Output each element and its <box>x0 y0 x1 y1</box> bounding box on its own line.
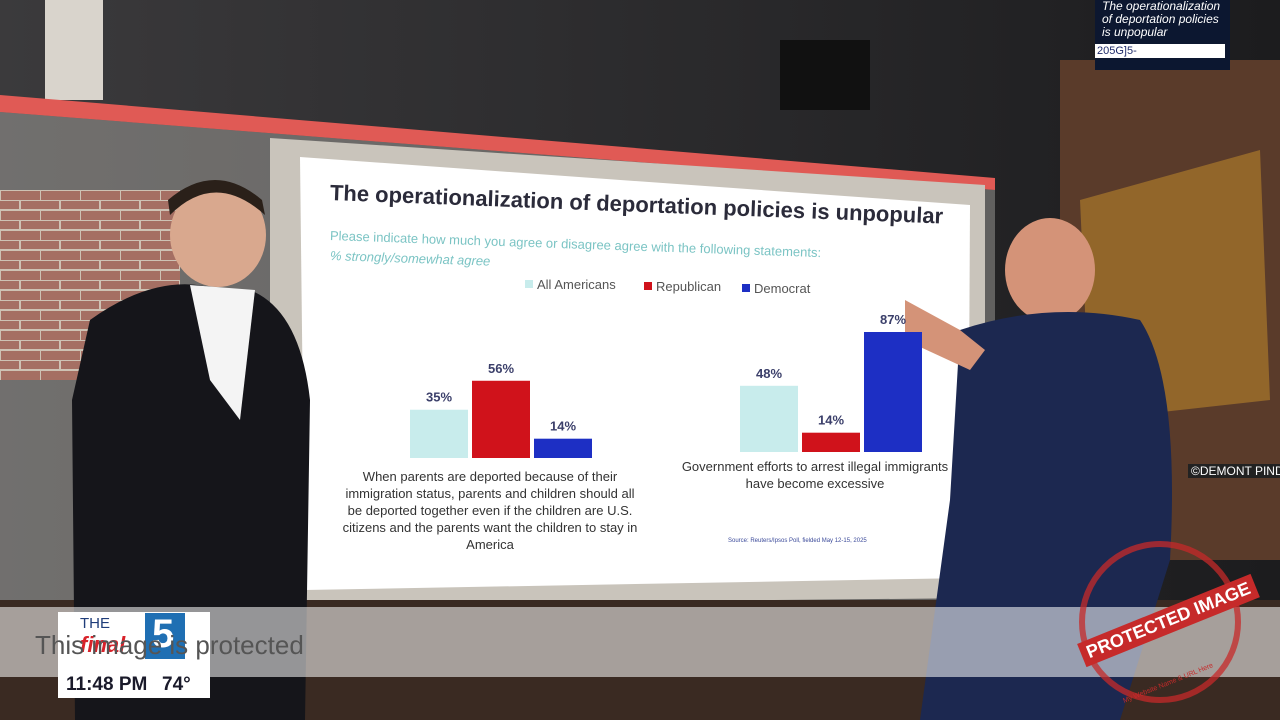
category-label: Government efforts to arrest illegal imm… <box>681 459 949 491</box>
category-label: When parents are deported because of the… <box>342 469 638 552</box>
value-label: 35% <box>426 390 452 405</box>
monitor-text: The operationalization of deportation po… <box>1102 0 1221 39</box>
legend-label: All Americans <box>537 277 616 292</box>
bar <box>740 385 798 452</box>
legend-label: Republican <box>656 279 721 294</box>
host2-hand <box>905 300 985 370</box>
value-label: 14% <box>818 413 844 428</box>
chart-source: Source: Reuters/Ipsos Poll, fielded May … <box>728 538 867 544</box>
bar <box>472 380 530 458</box>
host-head <box>170 183 266 287</box>
monitor-code: 205G]5- <box>1097 45 1137 57</box>
value-label: 48% <box>756 366 782 381</box>
clock-time: 11:48 PM <box>66 674 148 695</box>
bar <box>410 409 468 458</box>
bar <box>802 432 860 452</box>
legend-swatch <box>644 282 652 290</box>
value-label: 87% <box>880 312 906 327</box>
watermark-band <box>0 607 1280 677</box>
logo-five <box>145 613 185 659</box>
host-hair <box>168 180 265 215</box>
host2-head <box>1005 218 1095 322</box>
logo-the: THE <box>80 615 110 632</box>
monitor <box>1095 0 1230 70</box>
legend-swatch <box>742 284 750 292</box>
stamp-ring <box>1079 541 1241 703</box>
bar <box>534 438 592 458</box>
neon-strip <box>0 95 995 190</box>
pillar <box>45 0 103 100</box>
logo-number: 5 <box>152 612 175 656</box>
host-shirt <box>190 285 255 420</box>
clock-box <box>58 670 210 698</box>
monitor-bar <box>1095 44 1225 58</box>
watermark-text: This image is protected <box>35 630 304 660</box>
temperature: 74° <box>162 674 191 695</box>
camera <box>780 40 870 110</box>
chart: All Americans Republican Democrat 35% 56% 14%… <box>410 277 922 458</box>
legend-swatch <box>525 280 533 288</box>
legend-label: Democrat <box>754 281 811 296</box>
value-label: 56% <box>488 361 514 376</box>
logo-final: final <box>80 632 126 657</box>
mural-credit: ©DEMONT PINDE <box>1188 464 1280 478</box>
value-label: 14% <box>550 419 576 434</box>
chart-panel <box>300 157 970 590</box>
bar <box>864 332 922 452</box>
